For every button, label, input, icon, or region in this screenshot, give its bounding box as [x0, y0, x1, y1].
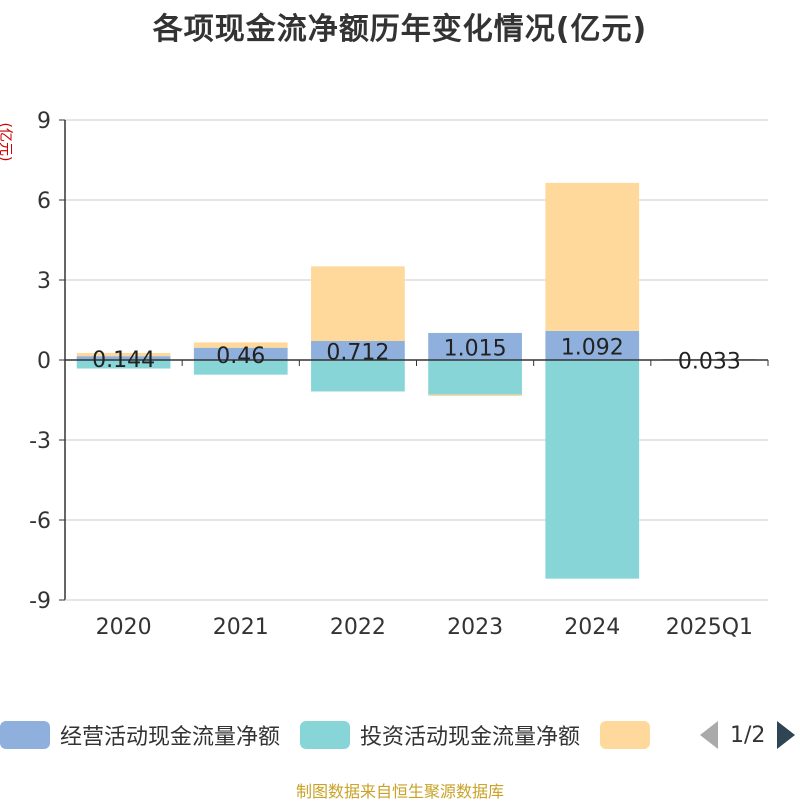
data-label: 0.033 — [678, 350, 741, 375]
bar-series1 — [311, 341, 405, 360]
y-tick-label: 6 — [37, 189, 51, 214]
legend-item-operating[interactable]: 经营活动现金流量净额 — [0, 719, 280, 751]
x-tick-label: 2025Q1 — [666, 615, 753, 640]
legend-label-operating: 经营活动现金流量净额 — [60, 725, 281, 750]
legend-item-investing[interactable]: 投资活动现金流量净额 — [300, 719, 580, 751]
y-tick-label: 9 — [37, 109, 51, 134]
y-tick-label: -3 — [29, 429, 51, 454]
y-tick-label: -6 — [29, 509, 51, 534]
bar-series3 — [311, 266, 405, 342]
legend-swatch-financing — [600, 721, 651, 749]
x-tick-label: 2022 — [330, 615, 386, 640]
bar-series1 — [545, 330, 640, 360]
x-tick-label: 2024 — [564, 615, 620, 640]
legend-swatch-operating — [0, 721, 50, 749]
y-tick-label: 3 — [37, 269, 51, 294]
source-footer: 制图数据来自恒生聚源数据库 — [295, 782, 504, 801]
bar-series3 — [545, 182, 640, 331]
legend-pager: 1/2 — [700, 718, 796, 752]
bar-series2 — [545, 360, 640, 579]
chevron-right-icon[interactable] — [777, 721, 796, 749]
legend: 经营活动现金流量净额 投资活动现金流量净额 — [0, 718, 680, 752]
data-label: 1.092 — [561, 335, 624, 360]
bar-series2 — [311, 360, 405, 392]
data-label: 0.46 — [216, 344, 265, 369]
legend-label-investing: 投资活动现金流量净额 — [360, 725, 581, 750]
x-tick-label: 2023 — [447, 615, 503, 640]
x-tick-label: 2021 — [213, 615, 269, 640]
legend-page-indicator: 1/2 — [730, 722, 766, 748]
chevron-left-icon[interactable] — [700, 721, 718, 749]
chart-title: 各项现金流净额历年变化情况(亿元) — [152, 12, 648, 47]
bar-series3 — [193, 342, 288, 348]
data-label: 0.144 — [92, 348, 155, 373]
x-tick-label: 2020 — [96, 615, 152, 640]
legend-swatch-investing — [300, 721, 351, 749]
bar-series2 — [428, 360, 522, 395]
bar-series3 — [428, 394, 522, 396]
legend-item-financing[interactable] — [600, 721, 660, 749]
bar-series1 — [193, 347, 288, 360]
data-label: 1.015 — [444, 336, 507, 361]
y-tick-label: 0 — [37, 349, 51, 374]
bar-series3 — [76, 352, 171, 357]
bar-series2 — [76, 360, 171, 369]
data-label: 0.712 — [326, 341, 389, 366]
y-tick-label: -9 — [29, 589, 51, 614]
bar-series1 — [76, 356, 171, 360]
stacked-bar-chart: 9 6 3 0 -3 -6 -9 2020 2021 2022 2023 2024 2025Q1 0.14… — [29, 109, 769, 640]
bar-series2 — [193, 360, 288, 375]
bar-series1 — [428, 332, 522, 360]
